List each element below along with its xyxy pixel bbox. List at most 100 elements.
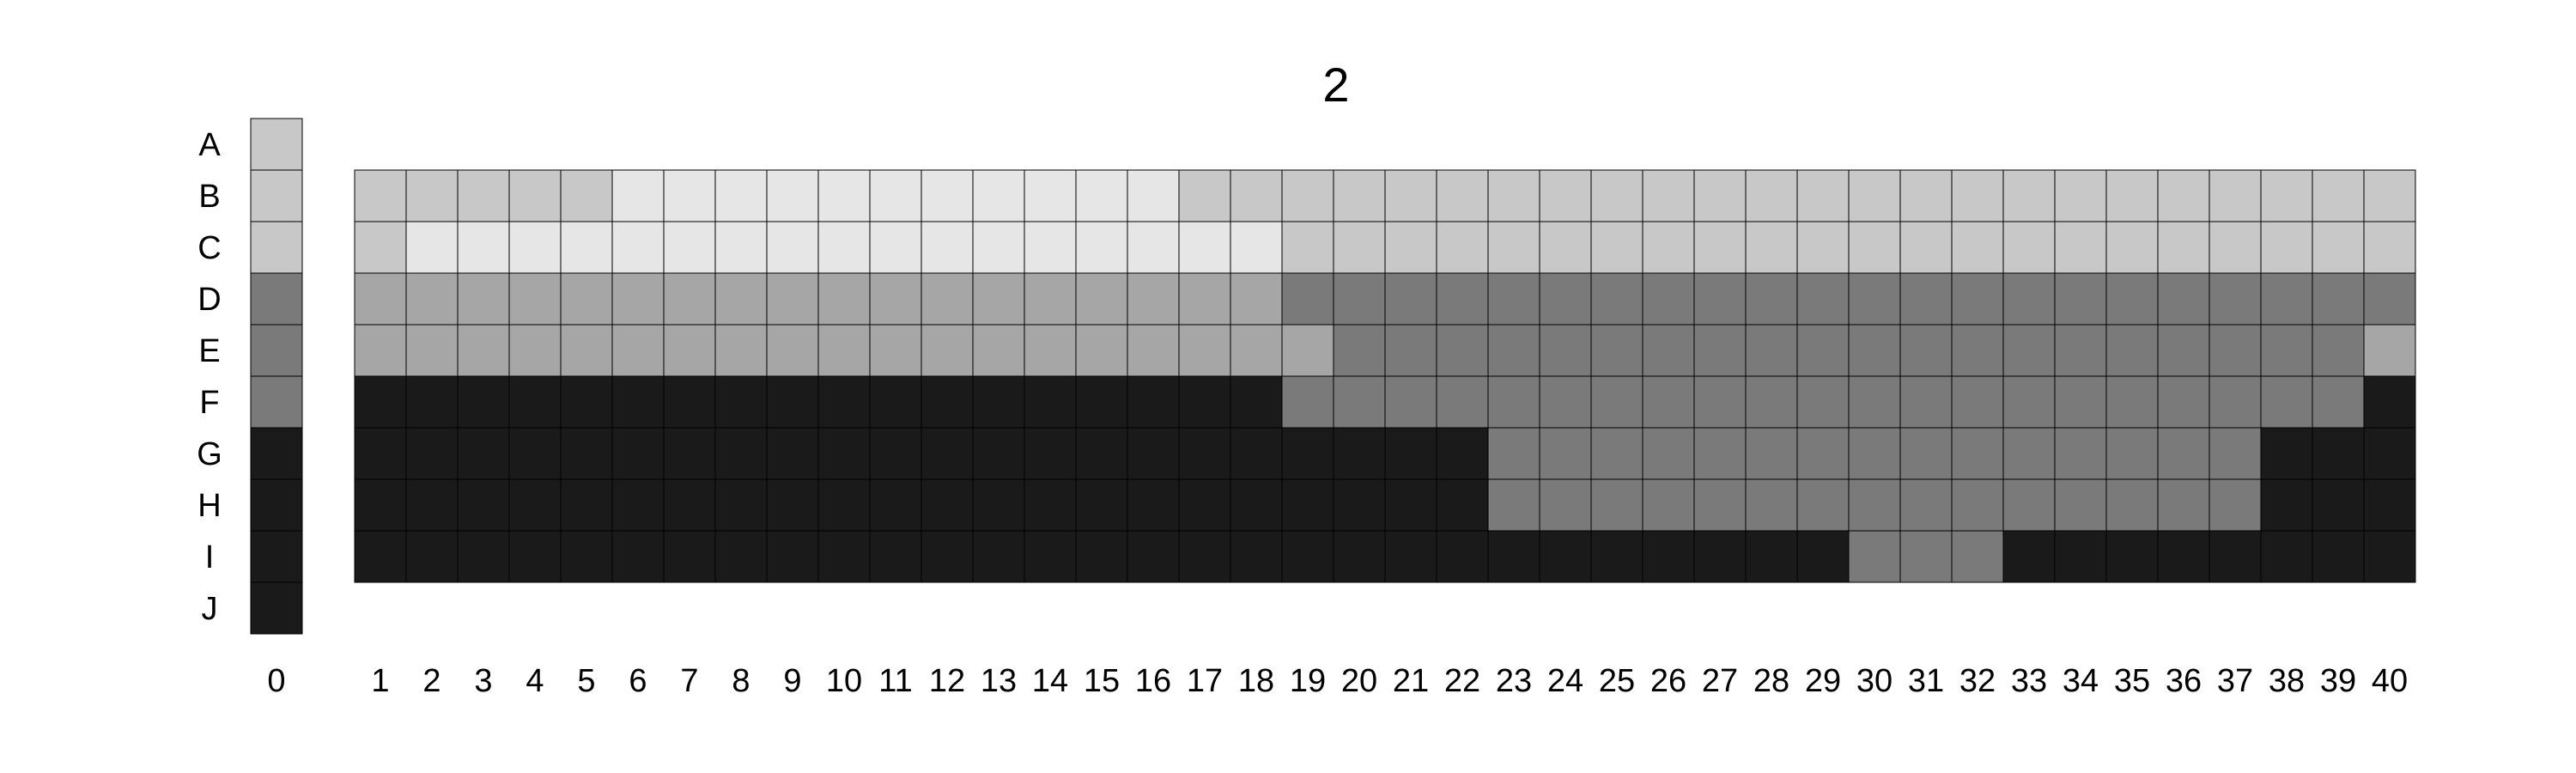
heatmap-cell-d-9	[766, 272, 819, 326]
heatmap-cell-f-22	[1436, 375, 1489, 429]
column-label-38: 38	[2269, 663, 2305, 699]
heatmap-cell-g-26	[1642, 427, 1695, 480]
heatmap-cell-i-7	[663, 530, 716, 583]
heatmap-cell-g-23	[1487, 427, 1540, 480]
heatmap-cell-g-2	[405, 427, 459, 480]
heatmap-cell-h-23	[1487, 478, 1540, 532]
heatmap-cell-d-8	[714, 272, 768, 326]
heatmap-cell-i-1	[354, 530, 407, 583]
heatmap-cell-e-3	[457, 324, 510, 377]
heatmap-cell-h-16	[1127, 478, 1180, 532]
heatmap-cell-i-30	[1848, 530, 1901, 583]
heatmap-cell-i-12	[920, 530, 974, 583]
heatmap-cell-c-8	[714, 221, 768, 274]
heatmap-cell-c-22	[1436, 221, 1489, 274]
column-label-9: 9	[783, 663, 801, 699]
heatmap-cell-e-2	[405, 324, 459, 377]
heatmap-cell-f-6	[611, 375, 665, 429]
heatmap-cell-b-24	[1539, 169, 1592, 222]
heatmap-cell-h-10	[817, 478, 871, 532]
column-label-7: 7	[680, 663, 698, 699]
heatmap-cell-e-40	[2363, 324, 2416, 377]
heatmap-cell-e-26	[1642, 324, 1695, 377]
row-label-g: G	[197, 436, 222, 472]
heatmap-cell-c-5	[560, 221, 613, 274]
heatmap-cell-i-16	[1127, 530, 1180, 583]
heatmap-cell-b-37	[2208, 169, 2262, 222]
heatmap-cell-c-25	[1590, 221, 1643, 274]
heatmap-cell-b-36	[2157, 169, 2210, 222]
heatmap-cell-d-21	[1384, 272, 1437, 326]
heatmap-cell-h-1	[354, 478, 407, 532]
column-label-30: 30	[1856, 663, 1893, 699]
heatmap-cell-f-37	[2208, 375, 2262, 429]
row-label-a: A	[198, 127, 221, 163]
heatmap-cell-c-9	[766, 221, 819, 274]
heatmap-cell-i-20	[1333, 530, 1386, 583]
heatmap-cell-c-13	[972, 221, 1025, 274]
heatmap-cell-f-17	[1178, 375, 1231, 429]
heatmap-cell-f-20	[1333, 375, 1386, 429]
reference-cell-h	[250, 478, 303, 532]
heatmap-cell-b-28	[1745, 169, 1798, 222]
heatmap-cell-i-29	[1796, 530, 1850, 583]
column-label-34: 34	[2063, 663, 2099, 699]
heatmap-cell-d-14	[1024, 272, 1077, 326]
heatmap-cell-h-36	[2157, 478, 2210, 532]
heatmap-cell-c-11	[869, 221, 922, 274]
heatmap-cell-i-14	[1024, 530, 1077, 583]
heatmap-cell-g-21	[1384, 427, 1437, 480]
heatmap-cell-b-27	[1693, 169, 1747, 222]
heatmap-cell-f-4	[508, 375, 562, 429]
heatmap-cell-c-28	[1745, 221, 1798, 274]
heatmap-cell-g-32	[1951, 427, 2004, 480]
heatmap-cell-h-14	[1024, 478, 1077, 532]
heatmap-cell-e-19	[1281, 324, 1334, 377]
heatmap-cell-g-37	[2208, 427, 2262, 480]
heatmap-cell-g-25	[1590, 427, 1643, 480]
heatmap-cell-d-35	[2105, 272, 2159, 326]
heatmap-cell-c-23	[1487, 221, 1540, 274]
heatmap-cell-b-6	[611, 169, 665, 222]
heatmap-cell-e-6	[611, 324, 665, 377]
heatmap-cell-d-12	[920, 272, 974, 326]
reference-cell-i	[250, 530, 303, 583]
heatmap-cell-i-33	[2002, 530, 2056, 583]
heatmap-cell-h-34	[2054, 478, 2107, 532]
heatmap-cell-e-16	[1127, 324, 1180, 377]
heatmap-cell-g-15	[1075, 427, 1128, 480]
heatmap-cell-f-2	[405, 375, 459, 429]
heatmap-cell-h-20	[1333, 478, 1386, 532]
heatmap-cell-c-12	[920, 221, 974, 274]
heatmap-cell-d-16	[1127, 272, 1180, 326]
heatmap-cell-b-2	[405, 169, 459, 222]
heatmap-cell-e-29	[1796, 324, 1850, 377]
heatmap-cell-g-24	[1539, 427, 1592, 480]
heatmap-cell-c-2	[405, 221, 459, 274]
row-label-f: F	[199, 385, 219, 421]
heatmap-cell-c-36	[2157, 221, 2210, 274]
heatmap-cell-i-9	[766, 530, 819, 583]
heatmap-cell-h-7	[663, 478, 716, 532]
heatmap-cell-i-28	[1745, 530, 1798, 583]
heatmap-cell-e-38	[2260, 324, 2313, 377]
heatmap-cell-h-5	[560, 478, 613, 532]
heatmap-cell-e-21	[1384, 324, 1437, 377]
heatmap-cell-d-19	[1281, 272, 1334, 326]
heatmap-cell-g-28	[1745, 427, 1798, 480]
heatmap-cell-d-32	[1951, 272, 2004, 326]
heatmap-cell-e-1	[354, 324, 407, 377]
heatmap-cell-b-23	[1487, 169, 1540, 222]
chart-title: 2	[1322, 58, 1349, 112]
heatmap-cell-c-31	[1899, 221, 1953, 274]
heatmap-cell-i-4	[508, 530, 562, 583]
heatmap-cell-g-8	[714, 427, 768, 480]
row-label-d: D	[197, 282, 221, 318]
heatmap-cell-i-6	[611, 530, 665, 583]
heatmap-cell-f-8	[714, 375, 768, 429]
heatmap-cell-i-10	[817, 530, 871, 583]
column-label-15: 15	[1084, 663, 1120, 699]
heatmap-cell-i-17	[1178, 530, 1231, 583]
heatmap-cell-f-23	[1487, 375, 1540, 429]
